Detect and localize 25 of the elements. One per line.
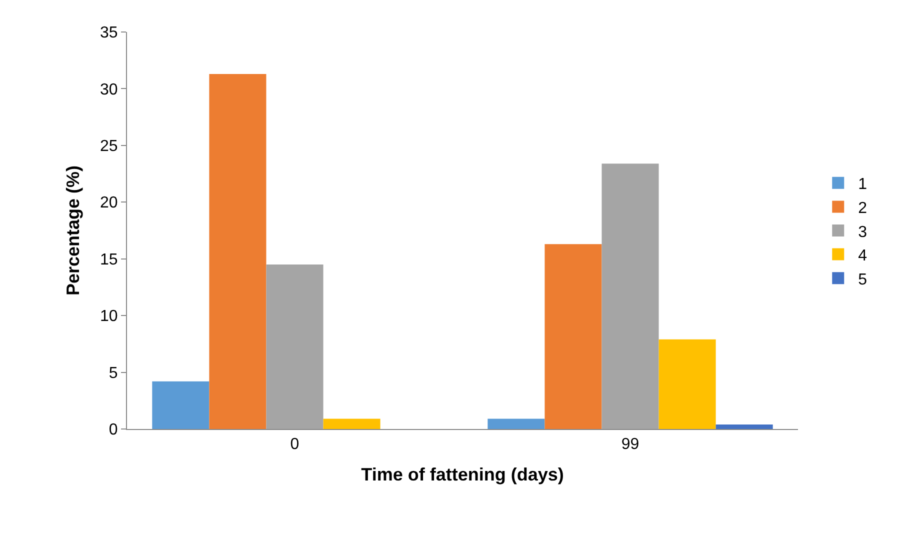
bar xyxy=(658,339,716,429)
legend-label: 2 xyxy=(858,200,868,217)
bar xyxy=(266,264,324,429)
y-tick-label: 25 xyxy=(100,138,118,156)
y-tick-label: 35 xyxy=(100,24,118,42)
y-tick-label: 10 xyxy=(100,308,118,326)
bar xyxy=(544,244,602,429)
y-tick-label: 5 xyxy=(108,364,118,382)
x-tick-label: 99 xyxy=(621,436,640,454)
legend-label: 4 xyxy=(858,248,868,265)
bar xyxy=(323,418,380,429)
bar xyxy=(602,164,659,429)
bar xyxy=(488,418,545,429)
bar xyxy=(209,74,266,429)
legend-label: 5 xyxy=(858,271,868,288)
y-tick-label: 0 xyxy=(108,422,118,439)
legend-label: 3 xyxy=(858,224,868,241)
y-tick-label: 15 xyxy=(100,251,118,268)
y-tick-label: 30 xyxy=(100,81,118,98)
y-axis-title: Percentage (%) xyxy=(63,165,84,296)
legend-label: 1 xyxy=(858,176,868,194)
x-axis-title: Time of fattening (days) xyxy=(361,464,564,484)
y-tick-label: 20 xyxy=(100,194,118,212)
bar xyxy=(716,424,773,429)
bar xyxy=(152,381,210,429)
